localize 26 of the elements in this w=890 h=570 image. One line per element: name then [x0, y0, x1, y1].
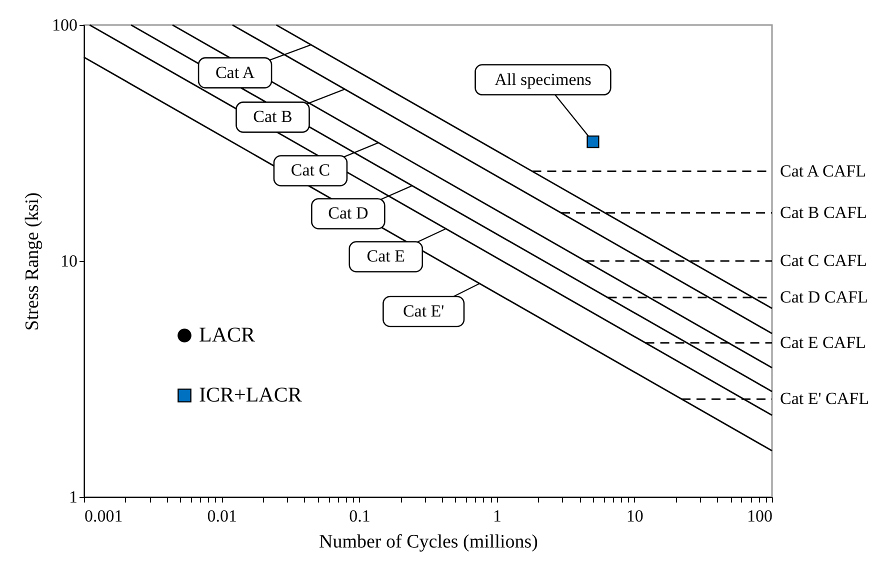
x-axis-title: Number of Cycles (millions) [319, 532, 538, 552]
series-label: Cat E' [402, 302, 444, 321]
series-label: Cat E' CAFL [780, 389, 870, 408]
text: Cat E [366, 246, 406, 266]
y-axis-title: Stress Range (ksi) [22, 192, 43, 331]
x-tick-label: 0.001 [84, 506, 123, 526]
series-label: Cat E CAFL [780, 332, 866, 352]
text: Cat B [253, 107, 292, 126]
x-tick-label: 0.1 [349, 506, 370, 526]
text: Cat D [328, 204, 368, 223]
series-label: Cat D CAFL [780, 288, 868, 307]
y-tick-label: 100 [52, 16, 78, 34]
x-tick-label: 1 [493, 506, 502, 526]
x-tick-label: 10 [626, 506, 644, 526]
legend-label: LACR [199, 322, 256, 346]
x-tick-label: 100 [747, 506, 772, 526]
y-tick-label: 1 [69, 488, 78, 506]
legend-label: ICR+LACR [199, 382, 302, 406]
series-label: Cat B CAFL [780, 202, 867, 222]
text: Cat A [215, 62, 256, 82]
annotation: All specimens [494, 70, 592, 89]
y-tick-label: 10 [60, 252, 78, 270]
x-tick-label: 0.01 [207, 506, 237, 526]
series-label: Cat A CAFL [780, 161, 866, 180]
series-label: Cat C CAFL [780, 251, 867, 270]
text: Cat C [290, 160, 330, 180]
